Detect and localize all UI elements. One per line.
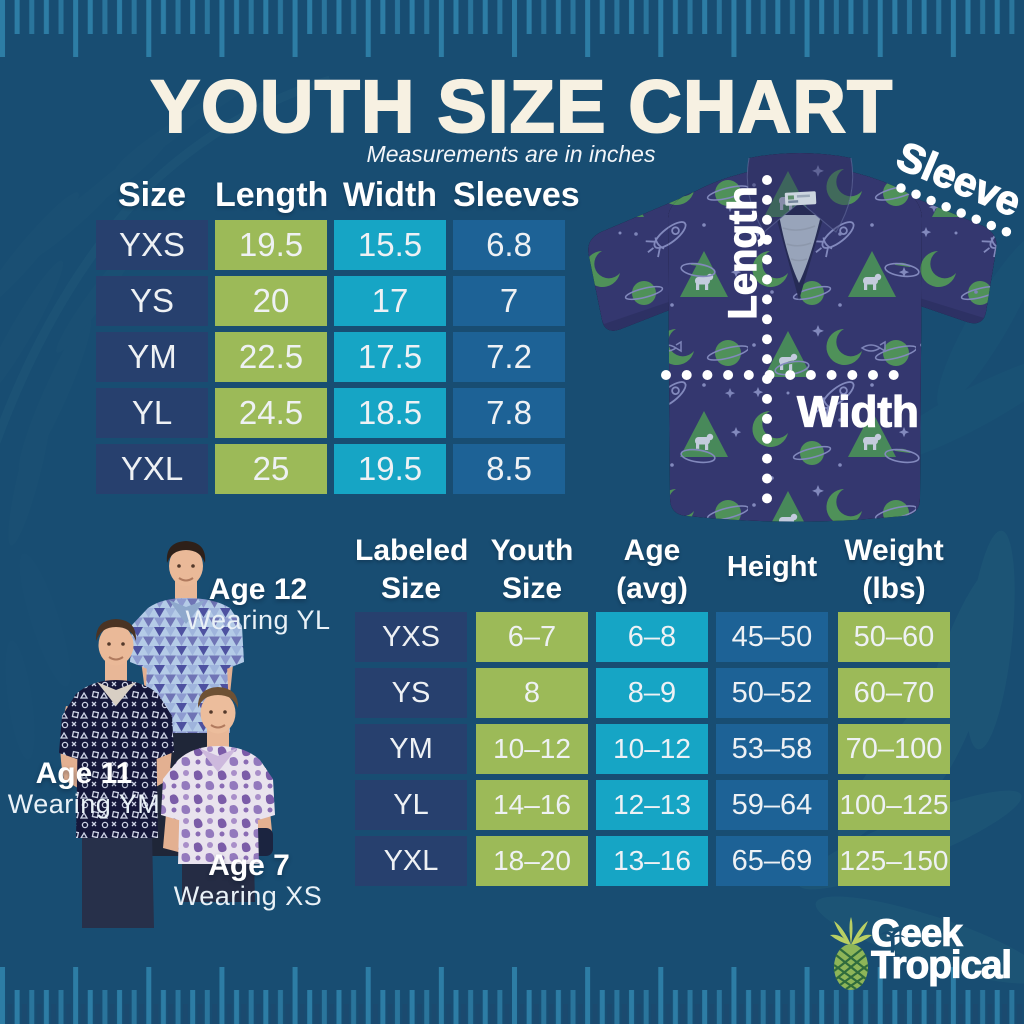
svg-text:Length: Length — [721, 186, 765, 319]
svg-text:Width: Width — [797, 388, 919, 437]
